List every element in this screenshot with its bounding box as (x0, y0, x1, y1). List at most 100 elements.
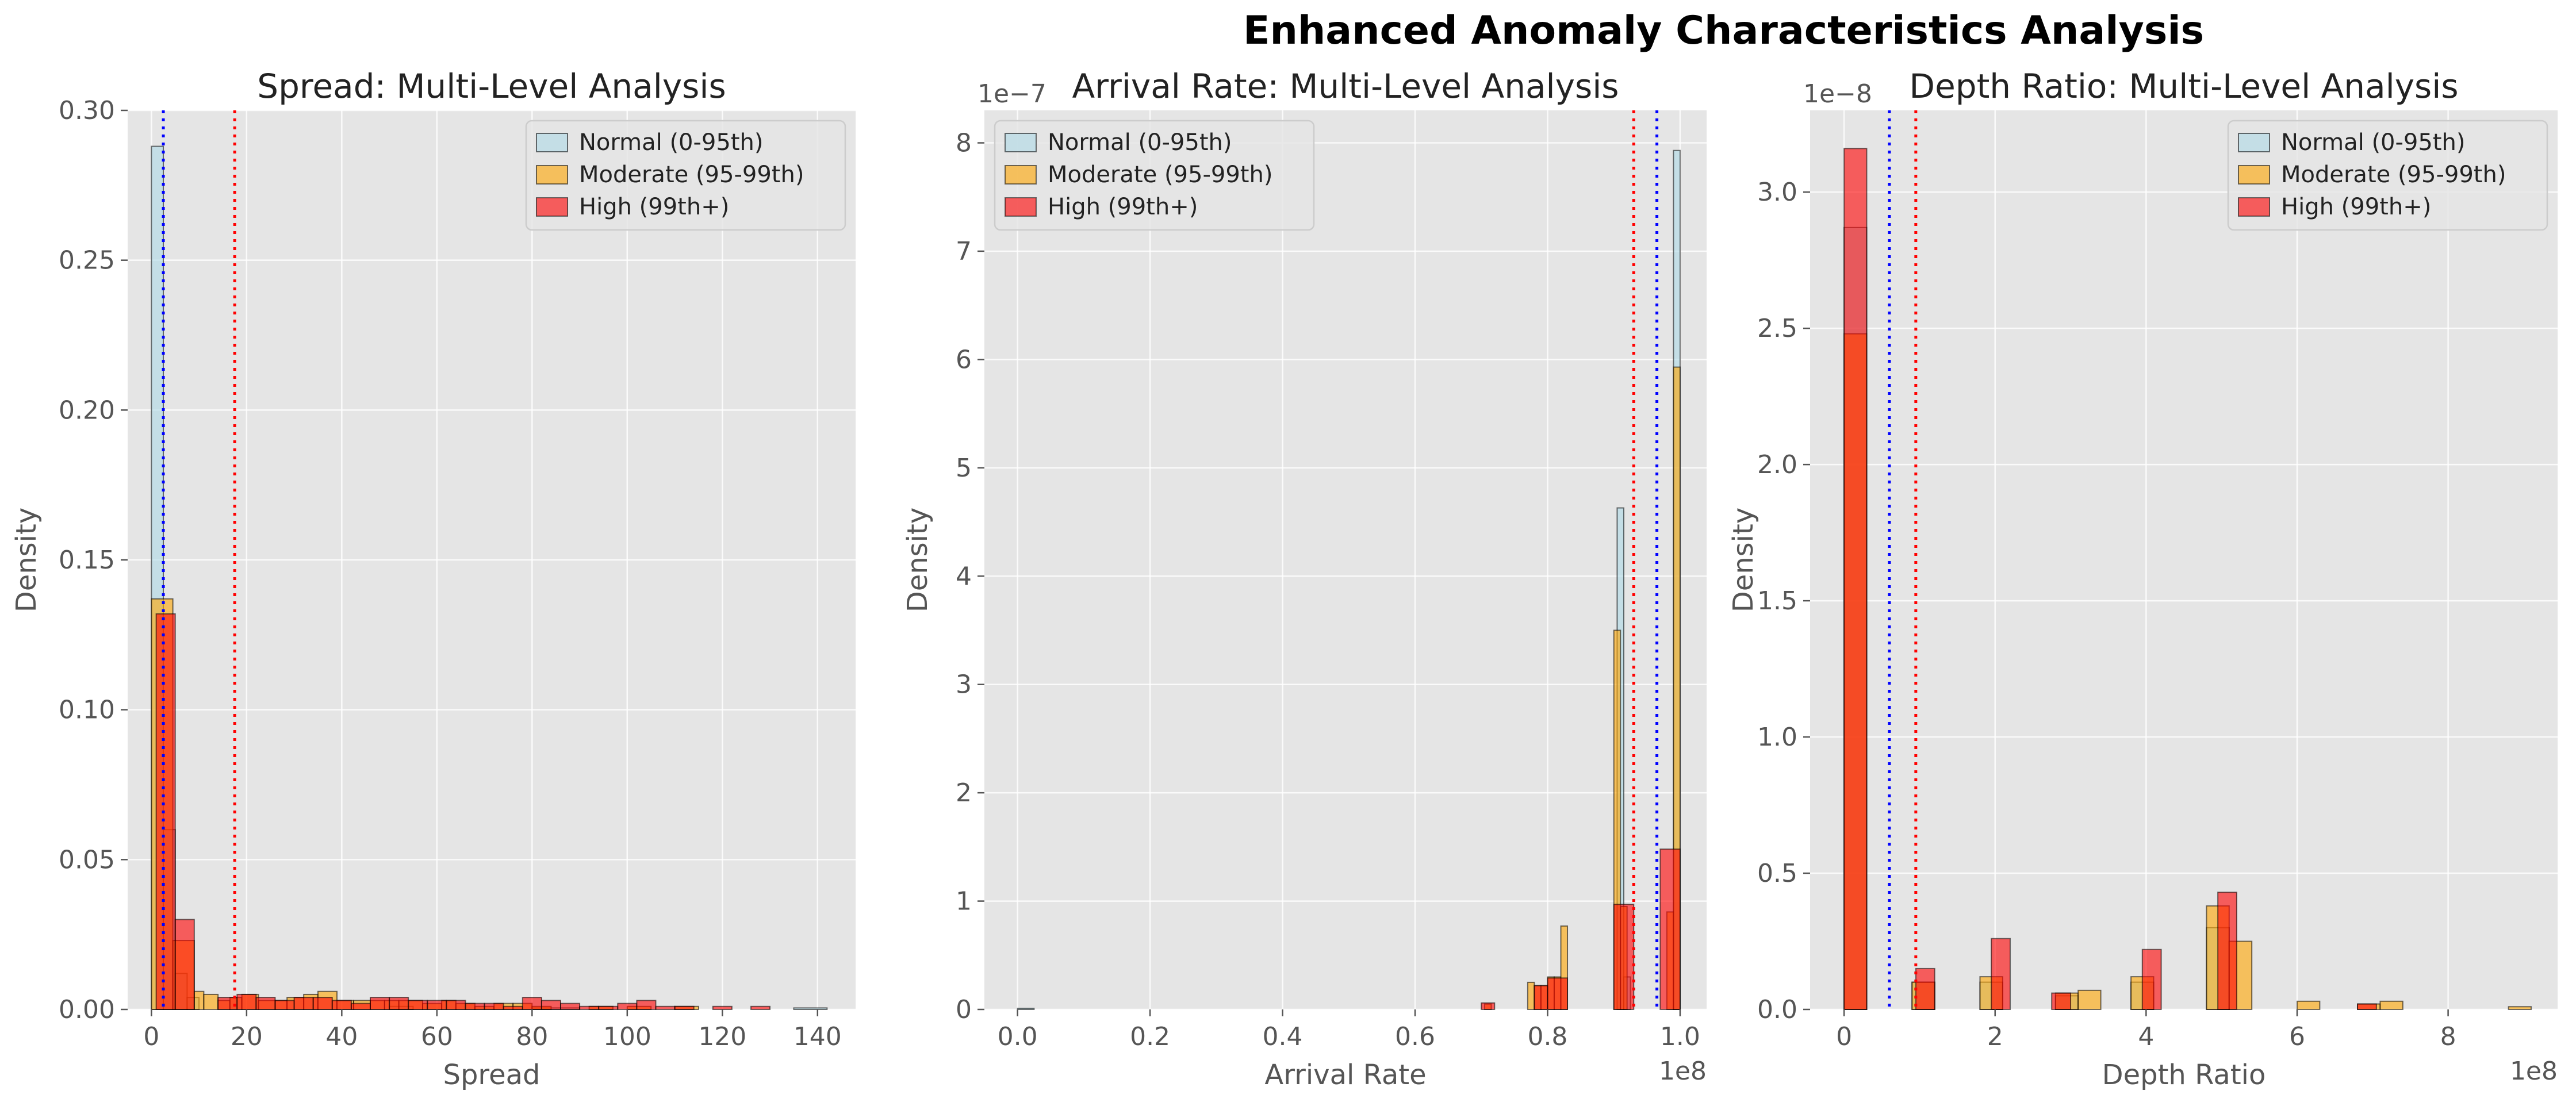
legend-swatch-high (1005, 197, 1037, 217)
y-tick-label: 0.20 (59, 395, 115, 425)
histogram-bar (1534, 985, 1548, 1010)
y-tick-label: 3 (956, 670, 972, 700)
histogram-bar (1527, 981, 1535, 1011)
histogram-bar (2379, 1000, 2404, 1011)
y-tick-label: 3.0 (1757, 178, 1797, 207)
chart-title: Spread: Multi-Level Analysis (257, 67, 726, 106)
x-axis-label: Arrival Rate (1264, 1059, 1426, 1091)
x-tick-label: 0.0 (998, 1022, 1038, 1051)
legend-label: Moderate (95-99th) (2281, 162, 2506, 188)
x-tick-label: 1.0 (1660, 1022, 1700, 1051)
chart-panel-1: 0 20 40 60 80 100 120 140 0.00 0.05 0.10 0.15 0.20 0.… (10, 67, 856, 1091)
x-tick-label: 60 (421, 1022, 453, 1051)
x-tick-label: 80 (516, 1022, 548, 1051)
series-high (1481, 848, 1681, 1011)
histogram-bar (193, 990, 205, 1010)
x-tick-label: 0 (1836, 1022, 1852, 1051)
y-axis-label: Density (1727, 508, 1759, 612)
y-tick-label: 8 (956, 129, 972, 158)
legend-swatch-normal (1005, 133, 1037, 152)
histogram-bar (2141, 948, 2162, 1010)
legend-swatch-normal (2238, 133, 2270, 152)
y-tick-label: 0 (956, 995, 972, 1024)
histogram-bar (598, 1005, 619, 1010)
figure-title: Enhanced Anomaly Characteristics Analysi… (1243, 8, 2205, 53)
histogram-bar (617, 1003, 638, 1011)
histogram-bar (465, 1003, 485, 1011)
y-tick-label: 2.0 (1757, 450, 1797, 479)
x-tick-label: 40 (325, 1022, 358, 1051)
legend-box (994, 120, 1315, 231)
y-tick-label: 0.25 (59, 246, 115, 275)
legend-swatch-moderate (2238, 165, 2270, 185)
histogram-bar (1843, 148, 1868, 1010)
histogram-bar (579, 1005, 600, 1010)
y-tick-label: 2 (956, 778, 972, 808)
x-tick-label: 0.8 (1527, 1022, 1567, 1051)
histogram-bar (427, 1000, 447, 1010)
series-high (155, 613, 771, 1011)
y-axis-label: Density (902, 508, 934, 612)
y-tick-label: 0.10 (59, 696, 115, 725)
y-tick-label: 1.5 (1757, 586, 1797, 616)
histogram-bar (712, 1005, 733, 1010)
histogram-bar (2217, 892, 2237, 1010)
histogram-bar (1613, 904, 1635, 1010)
y-tick-label: 5 (956, 454, 972, 483)
histogram-bar (540, 1000, 561, 1010)
histogram-bar (522, 997, 542, 1010)
y-tick-label: 1.0 (1757, 723, 1797, 752)
histogram-bar (255, 997, 276, 1010)
x-tick-label: 2 (1987, 1022, 2003, 1051)
axes-background (984, 110, 1707, 1009)
legend-box (525, 120, 846, 231)
chart-title: Arrival Rate: Multi-Level Analysis (1072, 67, 1619, 106)
histogram-bar (293, 997, 314, 1010)
x-tick-label: 0.2 (1130, 1022, 1170, 1051)
series-high (1843, 148, 2377, 1011)
legend-label: Moderate (95-99th) (1048, 162, 1272, 188)
histogram-bar (274, 1000, 295, 1010)
legend-label: Normal (0-95th) (1048, 129, 1232, 156)
x-tick-label: 8 (2440, 1022, 2456, 1051)
x-offset-text: 1e8 (1659, 1057, 1707, 1086)
histogram-bar (408, 1000, 428, 1010)
histogram-bar (1915, 967, 1935, 1010)
histogram-bar (1481, 1002, 1496, 1010)
legend-swatch-high (2238, 197, 2270, 217)
histogram-bar (370, 997, 390, 1010)
chart-panel-3: 0 2 4 6 8 0.0 0.5 1.0 1.5 2.0 2.5 3.0 Depth Ratio: M… (1727, 67, 2558, 1091)
histogram-bar (674, 1005, 695, 1010)
histogram-bar (1017, 1008, 1035, 1011)
legend-label: High (99th+) (1048, 194, 1198, 220)
histogram-bar (312, 997, 333, 1010)
histogram-bar (446, 1000, 466, 1010)
histogram-bar (155, 613, 176, 1010)
histogram-bar (1991, 938, 2011, 1010)
axes-background (1810, 110, 2558, 1009)
histogram-bar (793, 1007, 828, 1010)
x-tick-label: 120 (698, 1022, 746, 1051)
legend: Normal (0-95th) Moderate (95-99th) High (9… (525, 120, 846, 231)
x-tick-label: 0 (143, 1022, 159, 1051)
histogram-bar (350, 1003, 371, 1011)
histogram-bar (1659, 848, 1681, 1010)
histogram-bar (331, 1000, 352, 1010)
histogram-bar (636, 1000, 657, 1010)
legend-label: High (99th+) (2281, 194, 2431, 220)
histogram-bar (559, 1003, 581, 1011)
x-tick-label: 100 (603, 1022, 651, 1051)
y-tick-label: 2.5 (1757, 314, 1797, 343)
legend: Normal (0-95th) Moderate (95-99th) High (9… (2227, 120, 2548, 231)
y-tick-label: 0.05 (59, 845, 115, 874)
y-tick-label: 0.30 (59, 96, 115, 125)
histogram-bar (174, 919, 195, 1010)
histogram-bar (503, 1005, 523, 1010)
histogram-bar (2051, 992, 2072, 1010)
histogram-bar (389, 997, 409, 1010)
legend-label: Normal (0-95th) (579, 129, 763, 156)
legend-label: High (99th+) (579, 194, 729, 220)
x-axis-label: Spread (443, 1059, 540, 1091)
legend: Normal (0-95th) Moderate (95-99th) High (9… (994, 120, 1315, 231)
